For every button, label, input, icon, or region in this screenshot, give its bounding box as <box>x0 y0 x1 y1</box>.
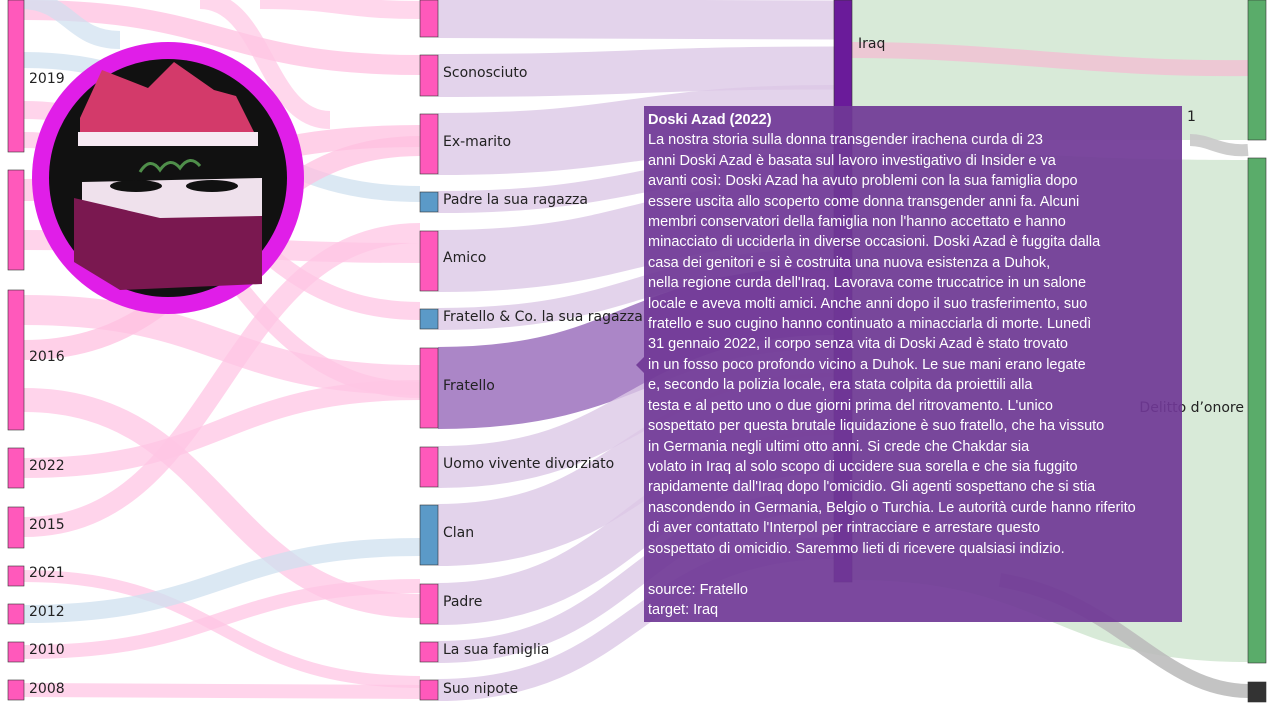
year-label: 2021 <box>29 565 65 581</box>
link[interactable] <box>199 0 331 129</box>
tooltip-line: locale e aveva molti amici. Anche anni d… <box>648 295 1088 312</box>
tooltip-line: testa e al petto uno o due giorni prima … <box>648 397 1053 414</box>
year-label: 2022 <box>29 458 65 474</box>
year-label: 2015 <box>29 517 65 533</box>
perpetrator-label: La sua famiglia <box>443 642 549 658</box>
year-label: 2010 <box>29 642 65 658</box>
link[interactable] <box>23 579 421 659</box>
link[interactable] <box>23 683 421 699</box>
link[interactable] <box>23 295 421 395</box>
tooltip-line: volato in Iraq al solo scopo di uccidere… <box>648 458 1078 475</box>
tooltip-line: 31 gennaio 2022, il corpo senza vita di … <box>648 336 1068 353</box>
motive-node[interactable] <box>1247 157 1267 664</box>
perpetrator-label: Ex-marito <box>443 134 511 150</box>
perpetrator-node[interactable] <box>419 113 439 175</box>
motive-node[interactable] <box>1247 0 1267 141</box>
link[interactable] <box>851 42 1249 77</box>
logo-band <box>78 132 258 146</box>
tooltip-line: rapidamente dall'Iraq dopo l'omicidio. G… <box>648 479 1096 496</box>
tooltip-title: Doski Azad (2022) <box>648 112 772 128</box>
link[interactable] <box>852 0 1248 140</box>
year-node[interactable] <box>7 603 25 625</box>
tooltip-line: in Germania negli ultimi otto anni. Si c… <box>648 438 1030 455</box>
tooltip-line: fratello e suo cugino hanno continuato a… <box>648 316 1092 333</box>
perpetrator-node[interactable] <box>419 446 439 488</box>
perpetrator-label: Sconosciuto <box>443 65 527 81</box>
perpetrator-label: Fratello <box>443 378 495 394</box>
tooltip-line: casa dei genitori e si è costruita una n… <box>648 254 1051 271</box>
tooltip-body: La nostra storia sulla donna transgender… <box>648 130 1178 559</box>
link[interactable] <box>259 0 421 19</box>
logo-eye-right <box>186 180 238 192</box>
tooltip-line: membri conservatori della famiglia non l… <box>648 214 1066 231</box>
tooltip-line: nascondendo in Germania, Belgio o Turchi… <box>648 499 1136 516</box>
tooltip-line: nella regione curda dell'Iraq. Lavorava … <box>648 275 1087 292</box>
year-node[interactable] <box>7 565 25 587</box>
tooltip: Doski Azad (2022) La nostra storia sulla… <box>644 106 1182 622</box>
logo-eye-left <box>110 180 162 192</box>
tooltip-line: La nostra storia sulla donna transgender… <box>648 132 1043 149</box>
perpetrator-label: Suo nipote <box>443 681 518 697</box>
link[interactable] <box>23 538 421 623</box>
perpetrator-node[interactable] <box>419 641 439 663</box>
link[interactable] <box>19 0 121 49</box>
link[interactable] <box>437 0 835 40</box>
year-label: 2016 <box>29 349 65 365</box>
tooltip-line: minacciato di ucciderla in diverse occas… <box>648 234 1101 251</box>
year-node[interactable] <box>7 447 25 489</box>
perpetrator-node[interactable] <box>419 583 439 625</box>
perpetrator-label: Padre <box>443 594 482 610</box>
tooltip-line: sospettato per questa brutale liquidazio… <box>648 418 1105 435</box>
year-node[interactable] <box>7 641 25 663</box>
year-label: 2019 <box>29 71 65 87</box>
logo-scarf <box>74 198 262 290</box>
link[interactable] <box>23 223 421 537</box>
tooltip-extra-value: 1 <box>1187 109 1196 125</box>
perpetrator-label: Padre la sua ragazza <box>443 192 588 208</box>
labels-layer: 2019 2016 2022 2015 2021 2012 2010 2008 Sconosci… <box>29 36 1244 697</box>
tooltip-arrow <box>636 357 644 373</box>
perpetrator-node[interactable] <box>419 308 439 330</box>
perpetrator-node[interactable] <box>419 504 439 566</box>
perpetrator-label: Fratello & Co. la sua ragazza <box>443 309 643 325</box>
year-node[interactable] <box>7 679 25 701</box>
link[interactable] <box>1189 134 1249 157</box>
tooltip-line: anni Doski Azad è basata sul lavoro inve… <box>648 152 1056 169</box>
year-node[interactable] <box>7 506 25 549</box>
year-node[interactable] <box>7 0 25 153</box>
tooltip-line: in un fosso poco profondo vicino a Duhok… <box>648 356 1086 373</box>
link[interactable] <box>23 0 421 75</box>
tooltip-line: di aver contattato l'Interpol per rintra… <box>648 520 1041 537</box>
tooltip-line: sospettato di omicidio. Saremmo lieti di… <box>648 540 1065 557</box>
perpetrator-node[interactable] <box>419 347 439 429</box>
link[interactable] <box>23 570 421 688</box>
logo-badge <box>32 42 304 314</box>
perpetrator-label: Clan <box>443 525 474 541</box>
tooltip-target: target: Iraq <box>648 602 719 618</box>
logo-script <box>138 159 202 173</box>
tooltip-line: e, secondo la polizia locale, era stata … <box>648 377 1033 394</box>
year-label: 2008 <box>29 681 65 697</box>
link[interactable] <box>437 46 835 97</box>
logo-hat <box>80 62 254 132</box>
year-label: 2012 <box>29 604 65 620</box>
perpetrator-node[interactable] <box>419 679 439 701</box>
tooltip-line: avanti così: Doski Azad ha avuto problem… <box>648 173 1078 190</box>
tooltip-source: source: Fratello <box>648 582 748 598</box>
link[interactable] <box>23 380 421 478</box>
year-node[interactable] <box>7 289 25 431</box>
year-node[interactable] <box>7 169 25 271</box>
perpetrator-node[interactable] <box>419 230 439 292</box>
tooltip-line: essere uscita allo scoperto come donna t… <box>648 193 1080 210</box>
perpetrator-label: Uomo vivente divorziato <box>443 456 614 472</box>
country-label: Iraq <box>858 36 885 52</box>
perpetrator-label: Amico <box>443 250 486 266</box>
perpetrator-node[interactable] <box>419 54 439 97</box>
motive-node[interactable] <box>1247 681 1267 703</box>
perpetrator-node[interactable] <box>419 191 439 213</box>
perpetrator-node[interactable] <box>419 0 439 38</box>
